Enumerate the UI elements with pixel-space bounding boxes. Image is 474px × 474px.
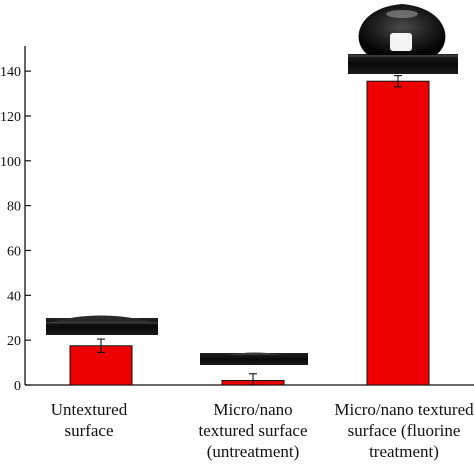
x-category-label-line: treatment) <box>369 442 439 461</box>
y-tick-label: 80 <box>7 200 21 215</box>
x-category-label-line: surface (fluorine <box>348 421 461 440</box>
y-tick-label: 40 <box>7 289 21 304</box>
x-category-label: Micro/nano textured surface (untreatment) <box>198 400 307 461</box>
y-axis-ticks: 0 20 40 60 80 100 120 140 <box>0 65 31 394</box>
error-bar <box>394 75 402 88</box>
x-category-label-line: surface <box>64 421 113 440</box>
x-category-label-line: Untextured <box>51 400 128 419</box>
y-tick-label: 140 <box>0 65 21 80</box>
x-category-label: Untextured surface <box>51 400 128 440</box>
error-bar <box>249 373 257 386</box>
error-bar <box>97 338 105 354</box>
bars-group <box>69 75 430 386</box>
x-category-label-line: Micro/nano textured <box>334 400 474 419</box>
water-droplet-flat-inset <box>46 315 158 335</box>
y-tick-label: 120 <box>0 110 21 125</box>
y-tick-label: 100 <box>0 155 21 170</box>
x-category-label: Micro/nano textured surface (fluorine trea… <box>334 400 474 461</box>
y-tick-label: 60 <box>7 244 21 259</box>
x-category-label-line: Micro/nano <box>213 400 292 419</box>
y-tick-label: 0 <box>14 379 21 394</box>
x-axis-labels: Untextured surface Micro/nano textured surf… <box>51 400 474 461</box>
x-category-label-line: textured surface <box>198 421 307 440</box>
y-tick-label: 20 <box>7 334 21 349</box>
water-droplet-spherical-inset <box>348 4 458 74</box>
x-category-label-line: (untreatment) <box>207 442 300 461</box>
water-droplet-minimal-inset <box>200 352 308 365</box>
bar <box>366 80 430 386</box>
